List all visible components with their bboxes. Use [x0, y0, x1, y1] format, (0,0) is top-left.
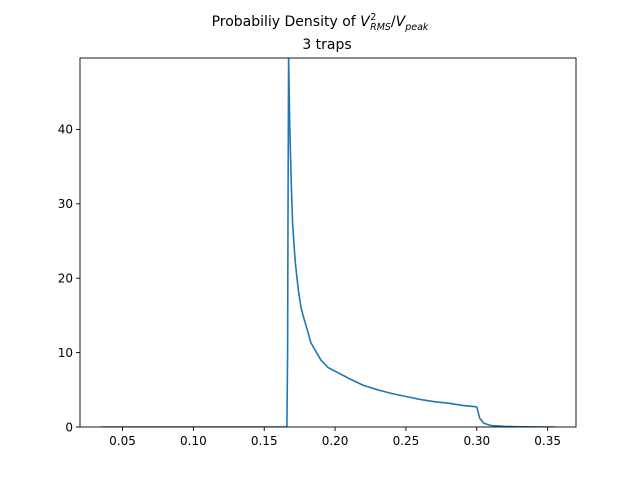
- x-tick-label: 0.10: [180, 434, 207, 448]
- x-tick-label: 0.05: [109, 434, 136, 448]
- chart-subtitle: 3 traps: [302, 37, 351, 53]
- y-tick-label: 0: [65, 420, 73, 434]
- y-tick-label: 10: [58, 346, 73, 360]
- y-tick-label: 30: [58, 197, 73, 211]
- plot-area: 0.05 0.10 0.15 0.20 0.25 0.30 0.35 0 10 20 30 40: [58, 57, 577, 448]
- y-tick-label: 40: [58, 123, 73, 137]
- chart-title: Probabiliy Density of V2 RMS/Vpeak: [212, 12, 429, 33]
- x-tick-label: 0.30: [463, 434, 490, 448]
- series-line-0: [101, 58, 555, 427]
- x-tick-label: 0.20: [322, 434, 349, 448]
- axes-frame: [79, 57, 577, 428]
- x-tick-label: 0.35: [534, 434, 561, 448]
- x-tick-label: 0.15: [251, 434, 278, 448]
- x-tick-label: 0.25: [393, 434, 420, 448]
- y-tick-label: 20: [58, 272, 73, 286]
